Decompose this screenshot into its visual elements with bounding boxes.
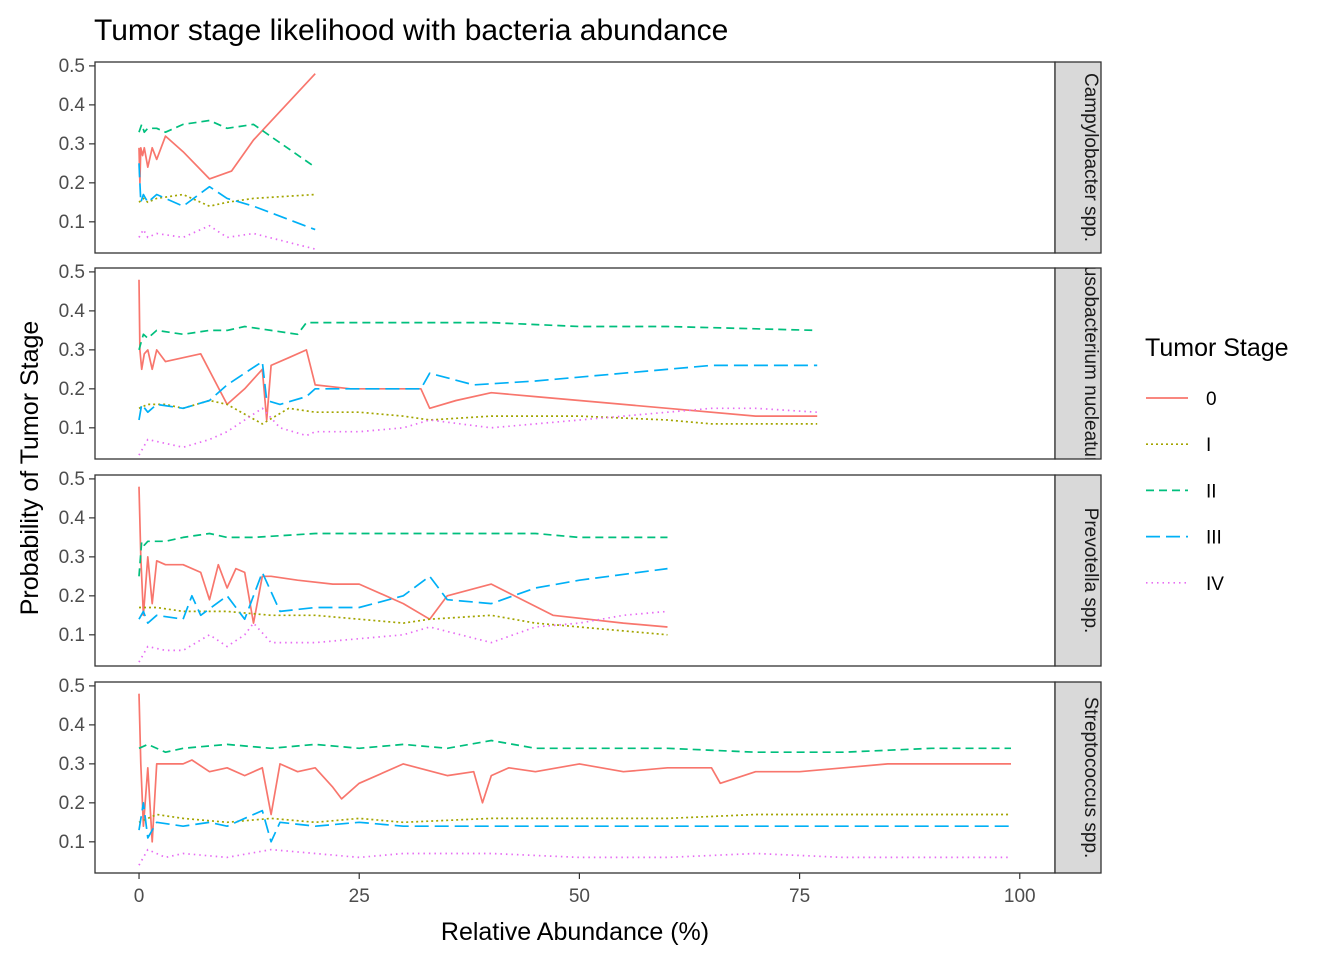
series-line-II	[138, 321, 818, 351]
legend-label: IV	[1206, 574, 1224, 595]
panel-border	[94, 267, 1056, 460]
y-tick-label: 0.2	[59, 379, 85, 400]
facet-strip	[1054, 681, 1102, 874]
legend-label: III	[1206, 528, 1222, 549]
facet-strip-label: Streptococcus spp.	[1080, 697, 1101, 859]
series-line-I	[138, 193, 316, 208]
series-line-0	[138, 73, 316, 184]
y-tick-label: 0.2	[59, 173, 85, 194]
series-line-II	[138, 119, 316, 168]
facet-panel: 0.1 0.2 0.3 0.4 0.5 Campylobacter spp.	[59, 56, 1102, 254]
legend-label: 0	[1206, 389, 1217, 410]
y-tick-label: 0.3	[59, 134, 85, 155]
y-tick-label: 0.4	[59, 715, 86, 736]
facet-strip-label: Campylobacter spp.	[1080, 73, 1101, 242]
series-line-II	[138, 739, 1011, 754]
y-tick-label: 0.5	[59, 262, 85, 283]
y-tick-label: 0.1	[59, 212, 85, 233]
y-tick-label: 0.4	[59, 301, 86, 322]
y-tick-label: 0.3	[59, 340, 85, 361]
series-line-I	[139, 606, 668, 636]
series-line-IV	[138, 224, 316, 250]
y-tick-label: 0.1	[59, 832, 85, 853]
x-axis-title: Relative Abundance (%)	[441, 918, 709, 946]
y-tick-label: 0.1	[59, 418, 85, 439]
legend-item: III	[1146, 528, 1222, 549]
y-tick-label: 0.5	[59, 56, 85, 77]
y-tick-label: 0.3	[59, 547, 85, 568]
x-tick-label: 100	[1004, 886, 1036, 907]
facet-strip-label: Fusobacterium nucleatum	[1080, 254, 1101, 473]
x-tick-label: 75	[789, 886, 810, 907]
facet-panel: 0.1 0.2 0.3 0.4 0.5 Prevotella spp.	[59, 469, 1102, 667]
y-tick-label: 0.4	[59, 95, 86, 116]
x-tick-label: 0	[134, 886, 145, 907]
y-tick-label: 0.2	[59, 586, 85, 607]
legend-item: II	[1146, 481, 1217, 502]
y-tick-label: 0.1	[59, 625, 85, 646]
series-line-0	[138, 693, 1011, 843]
y-tick-label: 0.5	[59, 676, 85, 697]
series-line-III	[138, 163, 316, 231]
y-tick-label: 0.5	[59, 469, 85, 490]
series-line-III	[138, 801, 1011, 843]
series-line-0	[138, 486, 668, 628]
legend-item: I	[1146, 435, 1211, 456]
series-line-III	[138, 360, 818, 421]
y-tick-label: 0.3	[59, 754, 85, 775]
panel-border	[94, 61, 1056, 254]
series-line-0	[138, 279, 818, 421]
facet-strip	[1054, 61, 1102, 254]
facet-strip	[1054, 267, 1102, 460]
panel-border	[94, 681, 1056, 874]
series-line-IV	[138, 407, 818, 456]
x-tick-label: 50	[569, 886, 590, 907]
facet-strip	[1054, 474, 1102, 667]
legend-label: II	[1206, 481, 1217, 502]
chart-title: Tumor stage likelihood with bacteria abu…	[94, 14, 728, 47]
series-line-III	[138, 567, 668, 624]
legend-item: IV	[1146, 574, 1224, 595]
series-line-II	[138, 532, 668, 577]
series-line-IV	[138, 848, 1011, 866]
series-line-I	[138, 813, 1011, 824]
y-tick-label: 0.4	[59, 508, 86, 529]
facet-strip-label: Prevotella spp.	[1080, 508, 1101, 634]
legend-item: 0	[1146, 389, 1217, 410]
x-axis: 0 25 50 75 100	[134, 873, 1036, 907]
legend-label: I	[1206, 435, 1211, 456]
series-line-IV	[138, 610, 668, 663]
y-axis-title: Probability of Tumor Stage	[16, 321, 44, 616]
facet-panel: 0.1 0.2 0.3 0.4 0.5 Streptococcus spp.	[59, 676, 1102, 874]
x-tick-label: 25	[349, 886, 370, 907]
facet-panel: 0.1 0.2 0.3 0.4 0.5 Fusobacterium nucleatum	[59, 254, 1102, 473]
y-tick-label: 0.2	[59, 793, 85, 814]
legend-title: Tumor Stage	[1145, 334, 1289, 362]
